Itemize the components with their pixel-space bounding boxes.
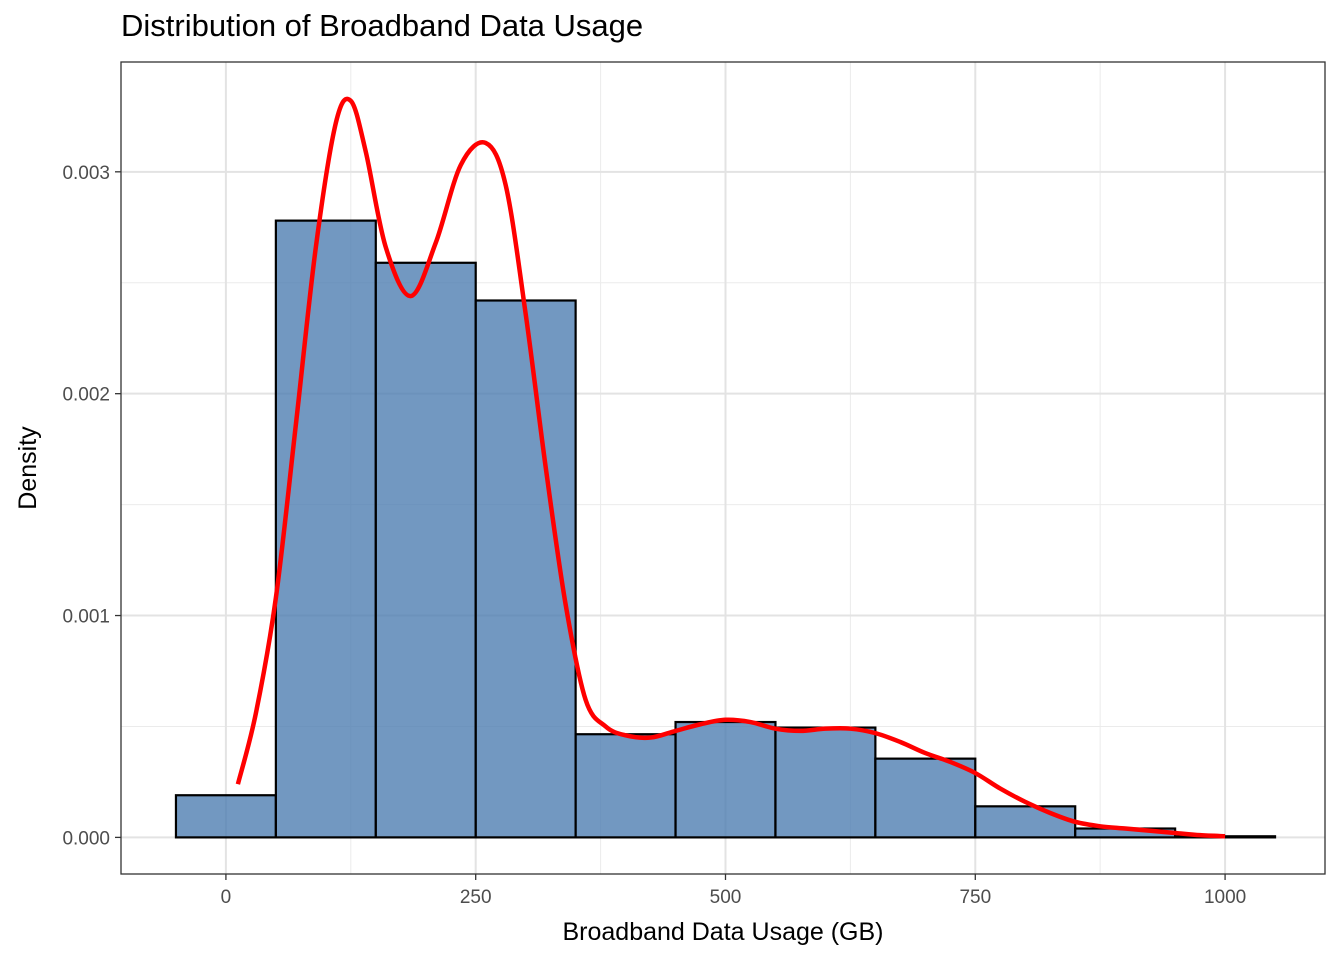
y-tick-label: 0.000 bbox=[62, 828, 110, 849]
density-curve-group bbox=[235, 96, 1226, 839]
density-curve bbox=[235, 96, 1226, 839]
chart-title: Distribution of Broadband Data Usage bbox=[121, 8, 644, 43]
histogram-bars bbox=[174, 219, 1277, 839]
histogram-bar bbox=[774, 726, 877, 839]
x-tick-label: 0 bbox=[221, 887, 232, 908]
grid-lines bbox=[121, 62, 1325, 874]
plot-panel-border bbox=[120, 61, 1326, 875]
histogram-bar bbox=[174, 794, 277, 839]
x-tick-label: 250 bbox=[460, 887, 492, 908]
histogram-bar bbox=[974, 805, 1077, 839]
histogram-bar bbox=[274, 219, 377, 839]
histogram-bar bbox=[374, 261, 477, 839]
y-tick-label: 0.002 bbox=[62, 385, 110, 406]
axis-ticks: 0 250 500 750 1000 0.000 0.001 0.002 0.003 bbox=[62, 163, 1246, 908]
y-tick-label: 0.001 bbox=[62, 607, 110, 628]
y-axis-title: Density bbox=[14, 426, 42, 510]
x-tick-label: 500 bbox=[710, 887, 742, 908]
histogram-bar bbox=[674, 720, 777, 839]
x-tick-label: 1000 bbox=[1204, 887, 1246, 908]
histogram-bar bbox=[1174, 835, 1277, 839]
x-tick-label: 750 bbox=[959, 887, 991, 908]
histogram-bar bbox=[874, 757, 977, 839]
x-axis-title: Broadband Data Usage (GB) bbox=[562, 918, 883, 946]
y-tick-label: 0.003 bbox=[62, 163, 110, 184]
histogram-bar bbox=[574, 733, 677, 839]
